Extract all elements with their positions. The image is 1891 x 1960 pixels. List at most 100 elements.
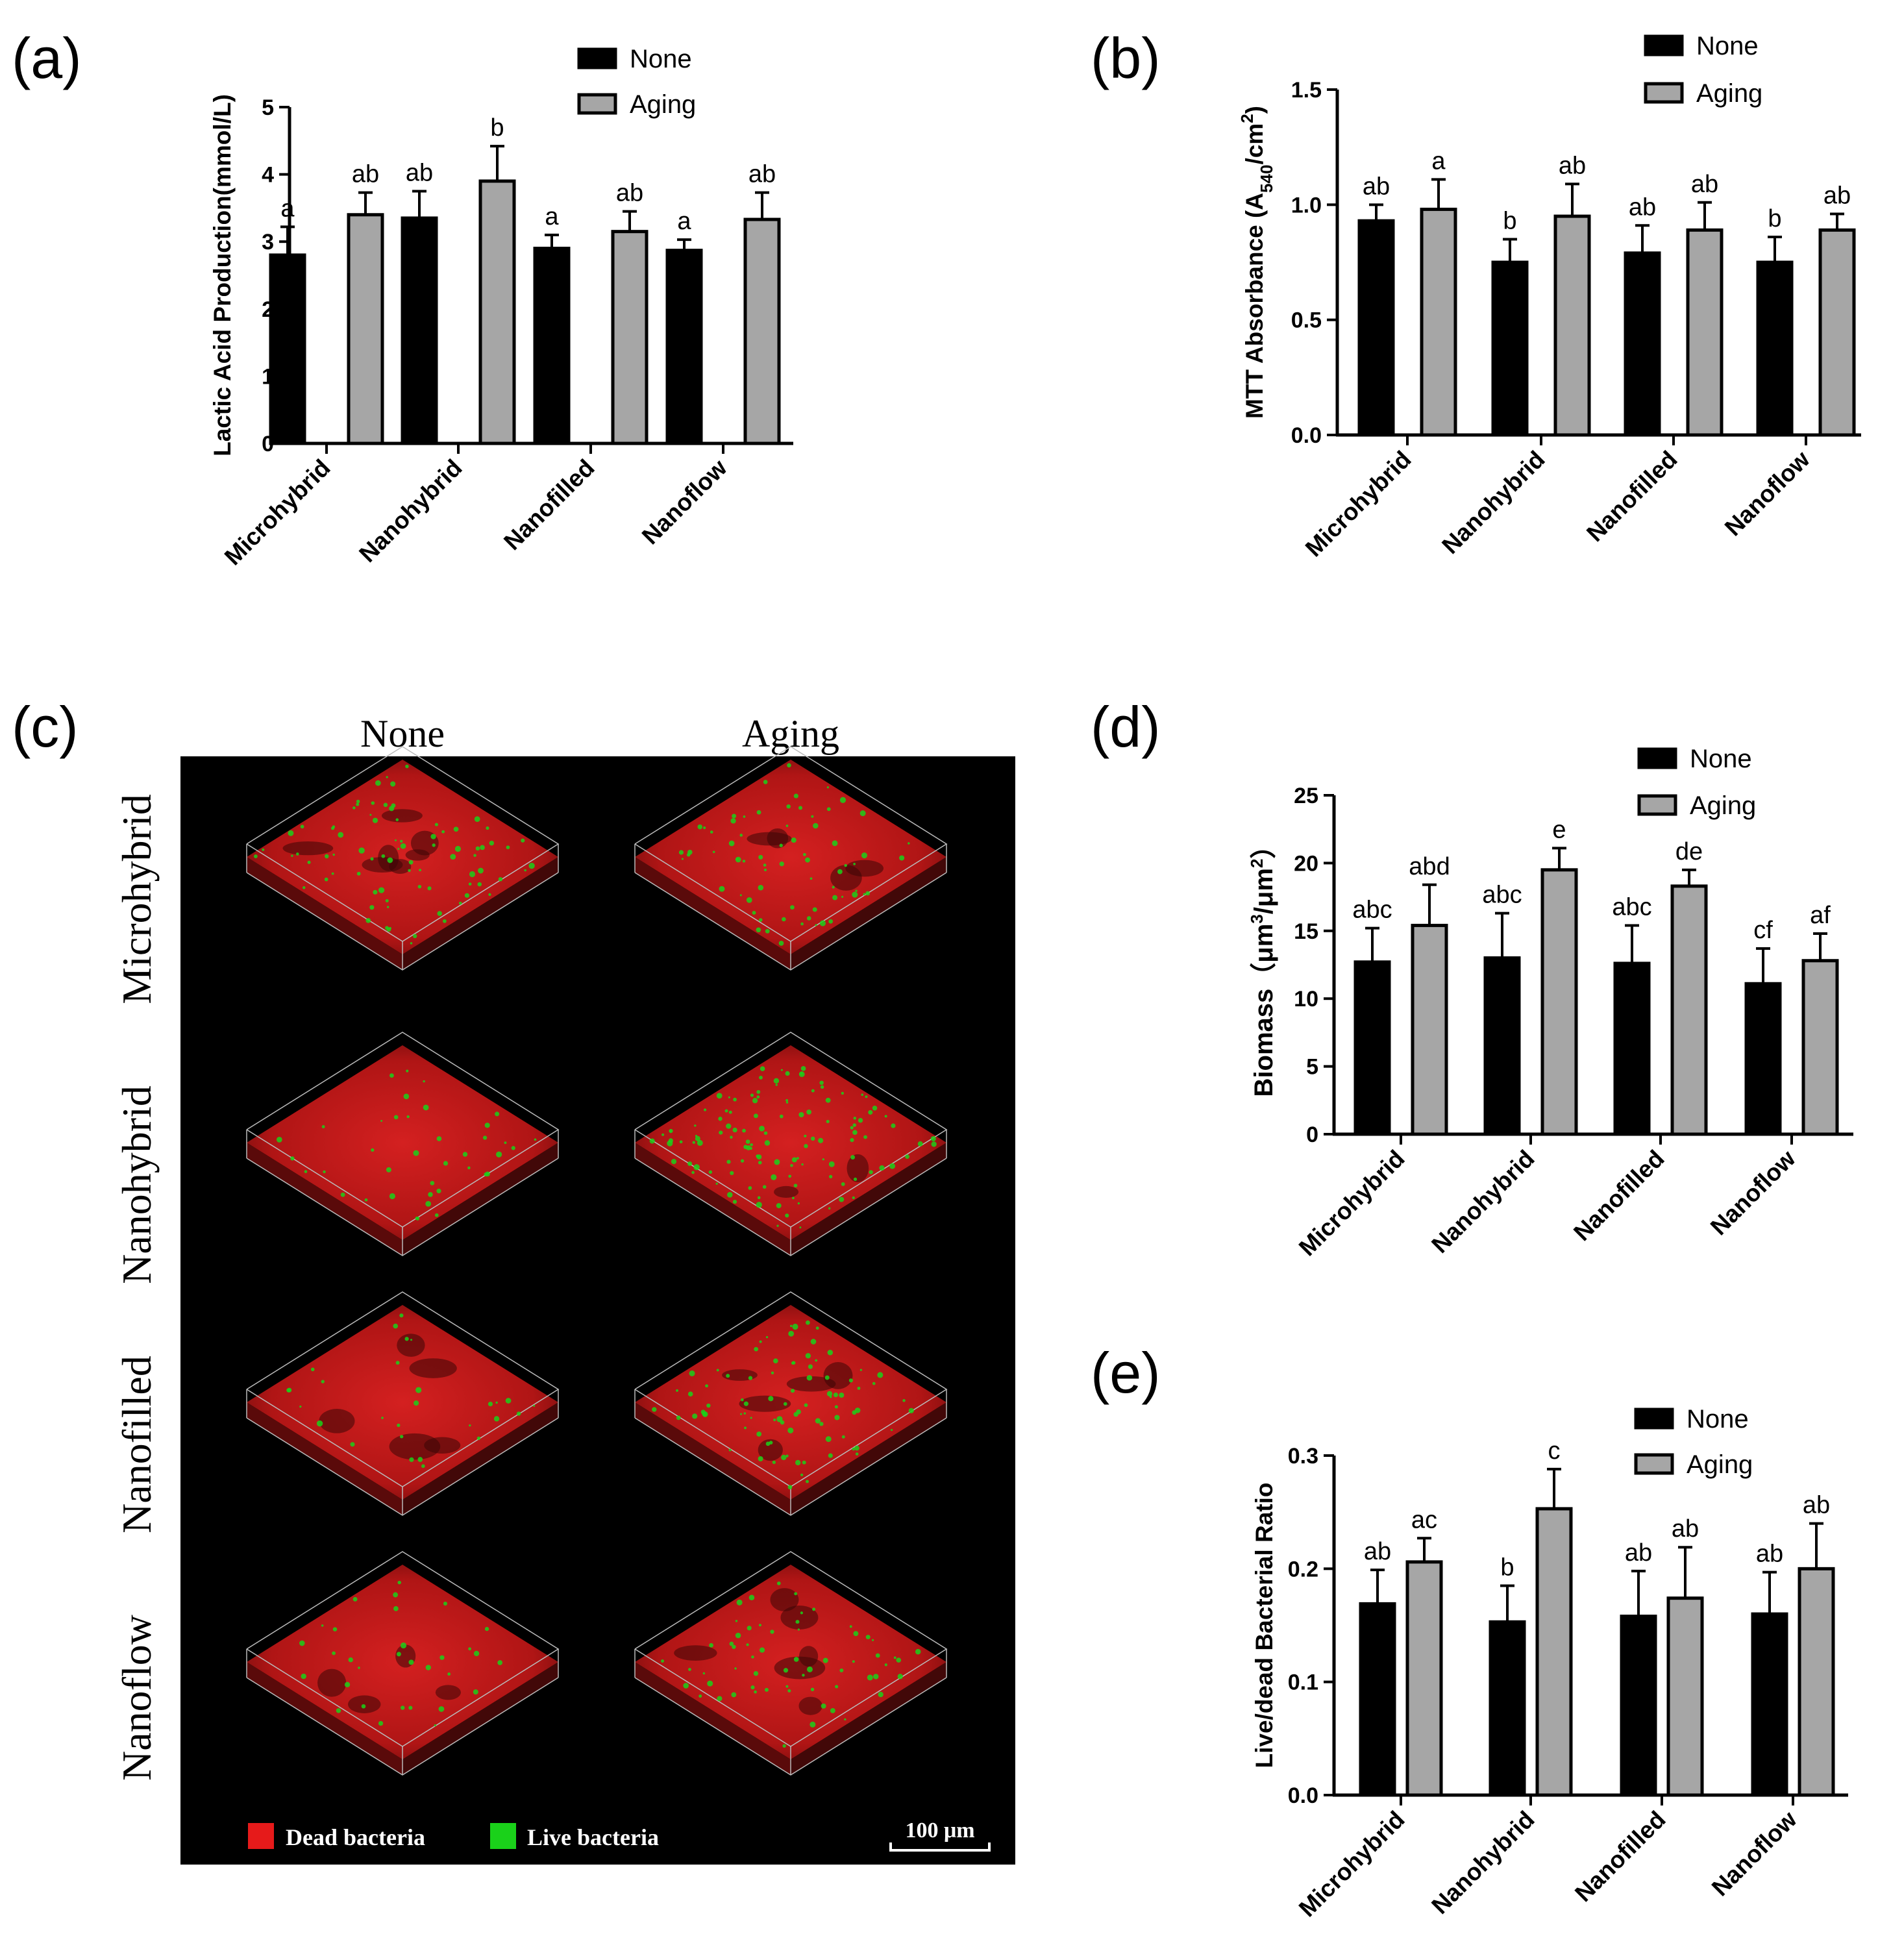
live-bacteria-dot [763,868,767,872]
panel-b-label: (b) [1091,26,1161,90]
live-bacteria-dot [826,1391,833,1396]
live-bacteria-dot [505,1398,512,1404]
live-bacteria-dot [744,1426,747,1430]
row-label-microhybrid: Microhybrid [114,794,160,1004]
live-bacteria-dot [496,1151,502,1158]
biofilm-side-left [247,1402,402,1515]
live-bacteria-dot [865,1095,868,1098]
live-bacteria-dot [678,850,684,855]
live-bacteria-dot [828,1174,833,1179]
live-bacteria-dot [828,1207,831,1209]
live-bacteria-dot [854,1408,861,1413]
live-bacteria-dot [863,893,866,896]
live-bacteria-dot [728,840,735,847]
category-label: Microhybrid [1294,1145,1410,1261]
live-bacteria-dot [785,825,789,827]
live-bacteria-dot [791,1157,797,1163]
live-bacteria-dot [409,1457,414,1462]
dark-patch [780,1606,819,1630]
live-bacteria-dot [915,1648,921,1655]
bar-none [1624,251,1661,437]
live-bacteria-dot [423,1104,429,1111]
live-bacteria-dot [801,1163,804,1166]
live-bacteria-dot [361,1704,366,1709]
category-label: Nanoflow [637,454,732,550]
live-bacteria-dot [321,1125,325,1128]
live-bacteria-dot [381,854,386,858]
live-bacteria-dot [679,1140,683,1144]
live-bacteria-dot [423,1080,425,1083]
live-bacteria-dot [394,839,397,841]
live-bacteria-dot [771,1371,774,1374]
live-bacteria-dot [806,1110,811,1115]
live-bacteria-dot [389,806,395,812]
clsm-panel: None Aging Microhybrid Nanohybrid Nanofi… [114,712,1015,1865]
category-label: Microhybrid [1300,446,1416,562]
live-bacteria-dot [825,1097,831,1103]
col-header-aging: Aging [742,712,839,755]
live-bacteria-dot [752,910,756,915]
live-bacteria-dot [827,1350,834,1356]
category-label: Nanoflow [1707,1806,1802,1902]
live-bacteria-dot [344,1681,351,1688]
live-bacteria-dot [438,1706,445,1712]
live-bacteria-dot [484,1123,490,1128]
live-bacteria-dot [393,1592,399,1598]
dark-patch [317,1668,347,1697]
live-bacteria-dot [806,916,811,921]
live-bacteria-dot [754,1346,759,1352]
live-bacteria-dot [815,1326,819,1330]
dark-patch [381,809,423,823]
live-bacteria-dot [891,1429,893,1432]
legend-label-aging: Aging [1687,1450,1753,1479]
live-bacteria-dot [430,834,436,839]
bar-none [1353,960,1391,1136]
live-bacteria-dot [798,1111,804,1118]
live-bacteria-dot [735,856,741,863]
y-tick-label: 0 [1306,1123,1318,1147]
live-bacteria-dot [908,1408,914,1413]
significance-letter: ab [748,161,776,188]
bar-aging [611,230,649,445]
live-bacteria-dot [865,1635,871,1640]
live-bacteria-dot [732,1644,736,1649]
bar-aging [1411,923,1448,1136]
live-bacteria-dot [397,848,400,850]
significance-letter: abc [1352,897,1392,924]
biofilm-side-left [635,1662,791,1775]
live-bacteria-dot [428,1192,433,1197]
biofilm-side-left [247,1143,402,1256]
live-bacteria-dot [746,1643,749,1646]
live-bacteria-dot [434,823,438,826]
y-axis-label: Live/dead Bacterial Ratio [1251,1482,1278,1768]
live-bacteria-dot [772,1460,776,1465]
live-bacteria-dot [852,1196,855,1200]
live-bacteria-dot [812,1607,816,1611]
significance-letter: ab [1823,182,1851,210]
live-bacteria-dot [758,1456,763,1462]
category-label: Microhybrid [1294,1806,1410,1922]
live-bacteria-dot [884,1115,887,1118]
live-bacteria-dot [453,826,459,832]
live-bacteria-dot [804,1403,808,1408]
live-bacteria-dot [776,1224,779,1227]
live-bacteria-dot [756,927,761,933]
bar-none [1483,956,1521,1136]
live-bacteria-dot [370,857,374,861]
y-tick-label: 0.5 [1291,308,1322,333]
live-bacteria-dot [436,1188,441,1194]
dark-patch [770,1588,799,1611]
live-bacteria-dot [364,1198,368,1202]
live-bacteria-dot [321,1624,324,1627]
biofilm-side-right [791,1662,946,1775]
live-bacteria-dot [421,1464,425,1469]
dark-patch [409,1358,457,1378]
live-bacteria-dot [837,869,843,875]
live-bacteria-dot [434,1724,436,1727]
live-bacteria-dot [692,1141,696,1144]
live-bacteria-dot [774,1159,780,1165]
live-bacteria-dot [839,1668,844,1672]
live-bacteria-dot [414,1400,419,1406]
live-bacteria-dot [371,801,375,805]
live-bacteria-dot [303,886,306,889]
